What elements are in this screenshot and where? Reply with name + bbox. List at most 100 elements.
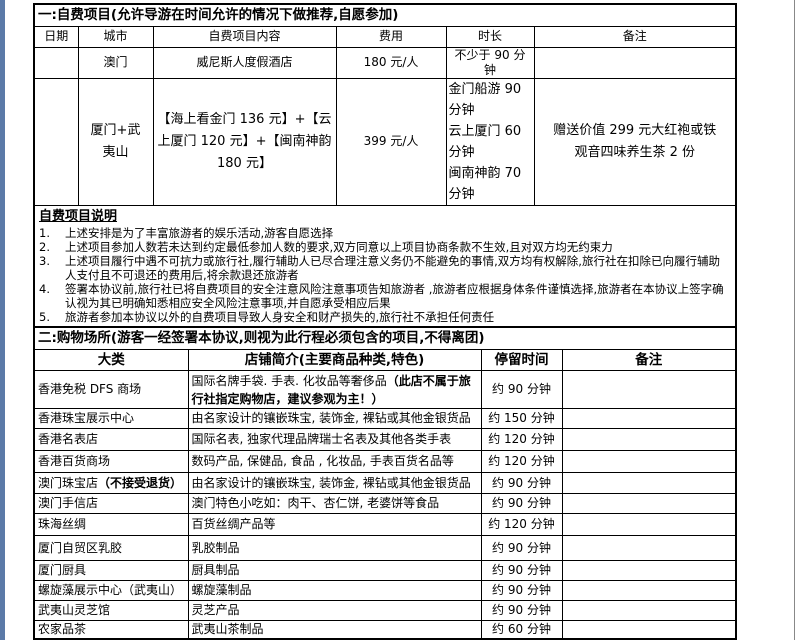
header-category: 大类 <box>33 349 189 371</box>
shop-note <box>561 600 737 621</box>
stay-time: 约 90 分钟 <box>480 493 563 514</box>
header-stay-time: 停留时间 <box>480 349 563 371</box>
stay-time: 约 90 分钟 <box>480 580 563 601</box>
date-cell <box>33 77 79 206</box>
note-cell: 赠送价值 299 元大红袍或铁观音四味养生茶 2 份 <box>533 77 737 206</box>
shop-name-text: 澳门珠宝店 <box>38 475 99 490</box>
table-row: 香港免税 DFS 商场 国际名牌手袋. 手表. 化妆品等奢侈品（此店不属于旅行社… <box>33 370 737 409</box>
explanation-block: 自费项目说明 1. 上述安排是为了丰富旅游者的娱乐活动,游客自愿选择 2. 上述项目… <box>33 204 737 327</box>
table-row: 农家品茶 武夷山茶制品 约 60 分钟 <box>33 620 737 639</box>
content-cell: 【海上看金门 136 元】+【云上厦门 120 元】+【闽南神韵 180 元】 <box>152 77 337 206</box>
duration-cell: 不少于 90 分钟 <box>445 46 535 79</box>
table-row: 香港珠宝展示中心 由名家设计的镶嵌珠宝, 装饰金, 裸钻或其他金银货品 约 15… <box>33 408 737 429</box>
shopping-table: 二:购物场所(游客一经签署本协议,则视为此行程必须包含的项目,不得离团) 大类 … <box>33 325 737 640</box>
shop-note <box>561 560 737 581</box>
table-row: 澳门 威尼斯人度假酒店 180 元/人 不少于 90 分钟 <box>33 46 737 79</box>
item-text: 上述安排是为了丰富旅游者的娱乐活动,游客自愿选择 <box>65 225 334 240</box>
header-note: 备注 <box>533 25 737 48</box>
self-paid-items-table: 一:自费项目(允许导游在时间允许的情况下做推荐,自愿参加) 日期 城市 自费项目… <box>33 3 737 328</box>
shop-name: 厦门自贸区乳胶 <box>33 535 189 561</box>
stay-time: 约 150 分钟 <box>480 408 563 429</box>
shop-description: 由名家设计的镶嵌珠宝, 装饰金, 裸钻或其他金银货品 <box>187 408 482 429</box>
header-date: 日期 <box>33 25 79 48</box>
content-cell: 威尼斯人度假酒店 <box>152 46 337 79</box>
table-row: 香港名表店 国际名表, 独家代理品牌瑞士名表及其他各类手表 约 120 分钟 <box>33 428 737 451</box>
shop-name: 螺旋藻展示中心（武夷山） <box>33 580 189 601</box>
stay-time: 约 90 分钟 <box>480 370 563 409</box>
table-row: 厦门+武夷山 【海上看金门 136 元】+【云上厦门 120 元】+【闽南神韵 … <box>33 77 737 206</box>
item-text: 旅游者参加本协议以外的自费项目导致人身安全和财产损失的,旅行社不承担任何责任 <box>65 309 495 324</box>
list-item: 4. 签署本协议前,旅行社已将自费项目的安全注意风险注意事项告知旅游者 ,旅游者应… <box>35 282 735 310</box>
date-cell <box>33 46 79 79</box>
shop-description: 乳胶制品 <box>187 535 482 561</box>
header-city: 城市 <box>77 25 154 48</box>
shop-note <box>561 493 737 514</box>
shop-name: 农家品茶 <box>33 620 189 639</box>
shop-description: 武夷山茶制品 <box>187 620 482 639</box>
stay-time: 约 60 分钟 <box>480 620 563 639</box>
shop-note <box>561 513 737 536</box>
item-text: 签署本协议前,旅行社已将自费项目的安全注意风险注意事项告知旅游者 ,旅游者应根据… <box>65 281 724 310</box>
shop-description: 厨具制品 <box>187 560 482 581</box>
shop-description: 国际名牌手袋. 手表. 化妆品等奢侈品（此店不属于旅行社指定购物店，建议参观为主… <box>187 370 482 409</box>
shop-description: 由名家设计的镶嵌珠宝, 装饰金, 裸钻或其他金银货品 <box>187 472 482 494</box>
stay-time: 约 120 分钟 <box>480 428 563 451</box>
note-cell <box>533 46 737 79</box>
stay-time: 约 120 分钟 <box>480 450 563 473</box>
item-number: 1. <box>39 225 50 240</box>
shop-description: 数码产品, 保健品, 食品 , 化妆品, 手表百货名品等 <box>187 450 482 473</box>
shop-name: 香港名表店 <box>33 428 189 451</box>
shop-name: 香港珠宝展示中心 <box>33 408 189 429</box>
table-row: 厦门厨具 厨具制品 约 90 分钟 <box>33 560 737 581</box>
table-row: 武夷山灵芝馆 灵芝产品 约 90 分钟 <box>33 600 737 621</box>
item-text: 上述项目履行中遇不可抗力或旅行社,履行辅助人已尽合理注意义务仍不能避免的事情,双… <box>65 253 720 282</box>
shop-note <box>561 620 737 639</box>
shop-description: 灵芝产品 <box>187 600 482 621</box>
shop-name: 澳门手信店 <box>33 493 189 514</box>
stay-time: 约 90 分钟 <box>480 472 563 494</box>
section1-title: 一:自费项目(允许导游在时间允许的情况下做推荐,自愿参加) <box>33 3 737 27</box>
list-item: 5. 旅游者参加本协议以外的自费项目导致人身安全和财产损失的,旅行社不承担任何责任 <box>35 310 735 324</box>
city-cell: 厦门+武夷山 <box>77 77 154 206</box>
stay-time: 约 120 分钟 <box>480 513 563 536</box>
item-number: 3. <box>39 253 50 268</box>
header-duration: 时长 <box>445 25 535 48</box>
list-item: 1. 上述安排是为了丰富旅游者的娱乐活动,游客自愿选择 <box>35 226 735 240</box>
shop-note <box>561 535 737 561</box>
shop-note <box>561 472 737 494</box>
table-row: 珠海丝绸 百货丝绸产品等 约 120 分钟 <box>33 513 737 536</box>
shop-note <box>561 408 737 429</box>
table-row: 香港百货商场 数码产品, 保健品, 食品 , 化妆品, 手表百货名品等 约 12… <box>33 450 737 473</box>
shop-description: 螺旋藻制品 <box>187 580 482 601</box>
stay-time: 约 90 分钟 <box>480 535 563 561</box>
stay-time: 约 90 分钟 <box>480 560 563 581</box>
table-row: 螺旋藻展示中心（武夷山） 螺旋藻制品 约 90 分钟 <box>33 580 737 601</box>
shop-name: 澳门珠宝店（不接受退货） <box>33 472 189 494</box>
shop-note <box>561 370 737 409</box>
shop-description: 百货丝绸产品等 <box>187 513 482 536</box>
city-cell: 澳门 <box>77 46 154 79</box>
header-fee: 费用 <box>335 25 447 48</box>
shop-name: 香港免税 DFS 商场 <box>33 370 189 409</box>
fee-cell: 180 元/人 <box>335 46 447 79</box>
shop-name-note: （不接受退货） <box>98 475 183 490</box>
item-number: 4. <box>39 281 50 296</box>
header-note: 备注 <box>561 349 737 371</box>
explanation-title: 自费项目说明 <box>39 208 118 224</box>
fee-cell: 399 元/人 <box>335 77 447 206</box>
list-item: 3. 上述项目履行中遇不可抗力或旅行社,履行辅助人已尽合理注意义务仍不能避免的事情… <box>35 254 735 282</box>
explanation-list: 1. 上述安排是为了丰富旅游者的娱乐活动,游客自愿选择 2. 上述项目参加人数若未达… <box>35 226 735 326</box>
shop-name: 武夷山灵芝馆 <box>33 600 189 621</box>
section2-title: 二:购物场所(游客一经签署本协议,则视为此行程必须包含的项目,不得离团) <box>33 326 737 350</box>
item-number: 2. <box>39 239 50 254</box>
shop-name: 厦门厨具 <box>33 560 189 581</box>
shop-note <box>561 580 737 601</box>
stay-time: 约 90 分钟 <box>480 600 563 621</box>
duration-line: 金门船游 90分钟 <box>448 81 522 118</box>
header-content: 自费项目内容 <box>152 25 337 48</box>
shop-note <box>561 428 737 451</box>
duration-cell: 金门船游 90分钟 云上厦门 60分钟 闽南神韵 70分钟 <box>445 77 535 206</box>
shop-description: 澳门特色小吃如：肉干、杏仁饼, 老婆饼等食品 <box>187 493 482 514</box>
description-text: 国际名牌手袋. 手表. 化妆品等奢侈品 <box>191 373 387 388</box>
item-number: 5. <box>39 309 50 324</box>
